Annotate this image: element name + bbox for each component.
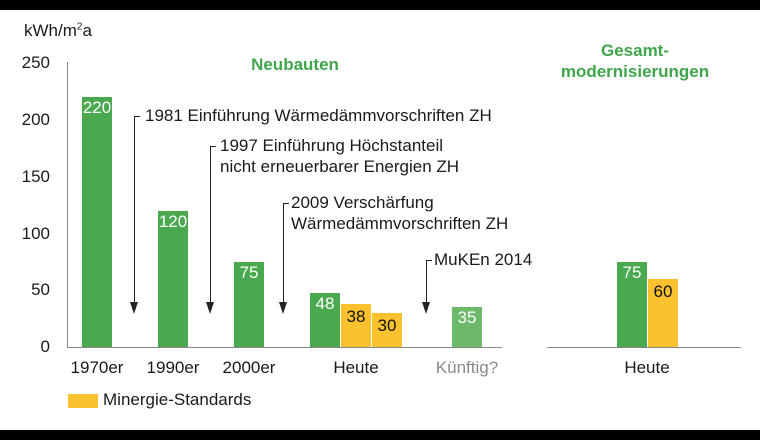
annotation-1981-tick [134,116,140,117]
section-title-line: Gesamt- [600,41,670,60]
bar-heute-minergie-2: 30 [372,313,402,347]
annotation-muken-line [426,260,427,308]
bar-value-label: 75 [622,263,642,282]
y-tick: 100 [21,224,50,243]
legend-label-minergie: Minergie-Standards [103,390,252,409]
bar-gesamtmod-heute: 75 [617,262,647,347]
bar-value-label: 48 [315,294,335,313]
y-tick: 150 [21,167,50,186]
bar-value-label: 60 [653,282,673,301]
annotation-muken-text: MuKEn 2014 [434,250,533,269]
arrow-down-icon [422,302,430,314]
arrow-down-icon [206,302,214,314]
bar-value-label: 120 [158,212,188,231]
x-axis-line-neubauten [67,347,502,348]
bar-2000er: 75 [234,262,264,347]
x-label-1990er: 1990er [146,358,200,377]
x-label-gesamtmod-heute: Heute [624,358,670,377]
y-tick: 50 [31,280,50,299]
bar-value-label: 220 [82,98,112,117]
bar-value-label: 30 [377,316,397,335]
x-axis-line-gesamtmodernisierungen [547,347,741,348]
section-title-line: modernisierungen [560,62,710,81]
bar-heute-minergie-1: 38 [341,304,371,347]
bar-heute-neubau: 48 [310,293,340,347]
y-tick: 0 [40,337,50,356]
annotation-2009-line [283,203,284,308]
x-label-2000er: 2000er [222,358,276,377]
x-label-heute: Heute [333,358,379,377]
annotation-1997-tick [210,146,216,147]
y-tick: 250 [21,53,50,72]
annotation-1997-line [210,146,211,308]
x-label-1970er: 1970er [70,358,124,377]
y-axis-line [67,62,68,347]
annotation-line: 1997 Einführung Höchstanteil [220,136,444,155]
bar-kuenftig: 35 [452,307,482,347]
x-label-kuenftig: Künftig? [435,358,499,377]
bar-value-label: 35 [457,308,477,327]
annotation-muken-tick [426,260,432,261]
annotation-1997-text: 1997 Einführung Höchstanteil nicht erneu… [220,135,459,177]
section-title-neubauten: Neubauten [251,55,339,74]
y-tick: 200 [21,110,50,129]
chart-canvas: kWh/m2a 250 200 150 100 50 0 Neubauten G… [0,10,760,430]
annotation-1981-line [134,116,135,308]
bar-value-label: 75 [239,263,259,282]
bar-value-label: 38 [346,307,366,326]
annotation-line: nicht erneuerbarer Energien ZH [220,157,460,176]
bar-1970er: 220 [82,97,112,347]
annotation-1981-text: 1981 Einführung Wärmedämmvorschriften ZH [145,106,492,125]
legend-swatch-minergie [68,394,98,408]
y-axis-unit: kWh/m2a [24,21,92,40]
arrow-down-icon [130,302,138,314]
section-title-gesamtmodernisierungen: Gesamt- modernisierungen [540,40,730,82]
bar-1990er: 120 [158,211,188,347]
annotation-2009-tick [283,203,289,204]
annotation-line: Wärmedämmvorschriften ZH [291,214,509,233]
annotation-line: 2009 Verschärfung [291,193,434,212]
annotation-2009-text: 2009 Verschärfung Wärmedämmvorschriften … [291,192,508,234]
arrow-down-icon [279,302,287,314]
bar-gesamtmod-minergie: 60 [648,279,678,347]
